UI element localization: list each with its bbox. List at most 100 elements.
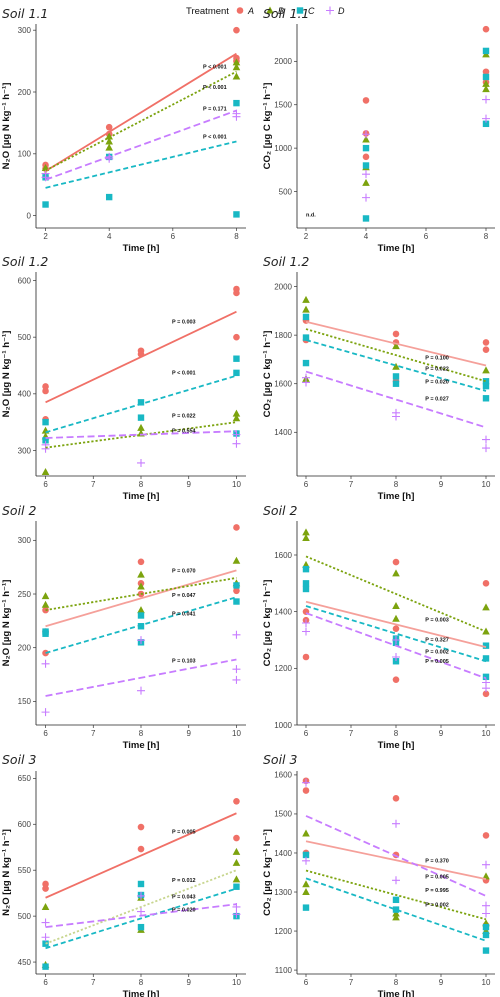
panel-1-point-a bbox=[233, 26, 240, 34]
panel-1-series-b bbox=[41, 58, 241, 178]
panel-5-series-d bbox=[41, 630, 241, 717]
panel-2-series-d bbox=[362, 95, 490, 202]
panel-4-point-d bbox=[392, 412, 400, 421]
panel-2-y-tick-label: 500 bbox=[279, 187, 293, 196]
panel-1-annotation: P < 0.001 bbox=[203, 134, 227, 140]
panel-6-x-tick-label: 6 bbox=[304, 729, 309, 738]
panel-4-point-c bbox=[302, 359, 310, 367]
panel-8-x-tick-label: 9 bbox=[439, 978, 444, 987]
panel-7-series-a bbox=[42, 798, 240, 892]
panel-2-point-b bbox=[482, 85, 490, 93]
panel-1-fit-line-c bbox=[45, 140, 237, 189]
panel-8-point-c bbox=[392, 896, 400, 904]
panel-6-title: Soil 2 bbox=[263, 503, 298, 518]
panel-8-point-c bbox=[482, 931, 490, 939]
panel-7-annotation: P = 0.012 bbox=[172, 878, 196, 884]
panel-8-y-tick-label: 1500 bbox=[274, 810, 292, 819]
panel-6-point-b bbox=[392, 602, 400, 609]
panel-4-x-tick-label: 9 bbox=[439, 480, 444, 489]
panel-3-annotation: P = 0.003 bbox=[172, 320, 196, 326]
panel-4-point-c bbox=[392, 373, 400, 380]
panel-4-point-a bbox=[482, 339, 490, 346]
panel-4-point-b bbox=[392, 342, 400, 350]
panel-8-x-tick-label: 6 bbox=[304, 978, 309, 987]
panel-3-point-b bbox=[232, 414, 241, 422]
panel-6-point-b bbox=[482, 603, 490, 611]
panel-3-point-c bbox=[42, 418, 49, 426]
panel-3-y-tick-label: 400 bbox=[18, 390, 32, 399]
panel-1-point-c bbox=[233, 211, 240, 218]
panel-3-x-tick-label: 6 bbox=[43, 480, 48, 489]
panel-1-y-tick-label: 100 bbox=[18, 150, 32, 159]
panel-3-point-c bbox=[233, 355, 240, 362]
panel-2-point-b bbox=[362, 178, 370, 186]
panel-4-x-tick-label: 7 bbox=[349, 480, 354, 489]
panel-2-x-tick-label: 8 bbox=[484, 232, 489, 241]
panel-3-point-a bbox=[42, 383, 49, 390]
panel-8-point-c bbox=[482, 923, 490, 931]
panel-2-x-tick-label: 6 bbox=[424, 232, 429, 241]
panel-4-series-c bbox=[302, 313, 490, 402]
panel-7-x-tick-label: 9 bbox=[187, 978, 192, 987]
panel-2-point-b bbox=[362, 135, 370, 143]
panel-3-fit-line-c bbox=[45, 374, 237, 434]
panel-7-point-a bbox=[137, 823, 145, 831]
legend-label-c: C bbox=[308, 6, 315, 16]
panel-8: Soil 3 6 7 8 9 10 1100 1200 1300 1400 1500 1600 Time… bbox=[262, 752, 495, 997]
panel-6-point-a bbox=[482, 690, 490, 698]
panel-2-y-label: CO₂ [µg C kg⁻¹ h⁻¹] bbox=[262, 83, 273, 170]
legend-entry-a: A bbox=[236, 6, 254, 16]
panel-3-point-c bbox=[137, 414, 145, 421]
panel-6-point-b bbox=[392, 569, 400, 577]
panel-7-point-b bbox=[41, 902, 50, 910]
panel-1: Soil 1.1 2 4 6 8 0 100 200 300 Time [h] N₂O [µg N … bbox=[1, 6, 246, 254]
panel-4-point-a bbox=[482, 346, 490, 354]
panel-7-x-tick-label: 10 bbox=[232, 978, 241, 987]
panel-2-x-label: Time [h] bbox=[378, 243, 415, 254]
panel-2-x-tick-label: 2 bbox=[304, 232, 309, 241]
panel-3-point-a bbox=[233, 333, 240, 341]
panel-5-annotation: P = 0.041 bbox=[172, 611, 196, 617]
panel-6-annotation: P = 0.002 bbox=[425, 649, 449, 655]
panel-7-y-tick-label: 550 bbox=[18, 866, 32, 875]
panel-1-point-c bbox=[233, 99, 240, 107]
panel-2-series-c bbox=[362, 47, 490, 222]
panel-6-y-tick-label: 1400 bbox=[274, 607, 292, 616]
panel-7-point-a bbox=[42, 880, 49, 888]
panel-8-point-b bbox=[392, 913, 400, 921]
panel-4-y-tick-label: 2000 bbox=[274, 282, 292, 291]
panel-4-y-label: CO₂ [µg C kg⁻¹ h⁻¹] bbox=[262, 331, 273, 418]
panel-3-x-tick-label: 8 bbox=[139, 480, 144, 489]
panel-2-point-d bbox=[362, 130, 370, 139]
panel-8-series-a bbox=[302, 777, 490, 929]
panel-3: Soil 1.2 6 7 8 9 10 300 400 500 600 Time [h] N₂O [µ… bbox=[1, 254, 246, 502]
panel-1-x-label: Time [h] bbox=[123, 243, 160, 254]
panel-5-fit-line-b bbox=[45, 577, 237, 612]
panel-2-point-c bbox=[362, 215, 370, 222]
panel-3-y-tick-label: 300 bbox=[18, 446, 32, 455]
panel-6-x-tick-label: 8 bbox=[394, 729, 399, 738]
panel-4-annotation: P = 0.022 bbox=[425, 366, 449, 372]
panel-6-y-tick-label: 1600 bbox=[274, 551, 292, 560]
panel-3-point-d bbox=[232, 439, 241, 448]
panel-4-fit-line-b bbox=[305, 328, 487, 383]
panel-5-point-a bbox=[137, 558, 145, 566]
panel-7-point-c bbox=[137, 880, 145, 888]
panel-3-series-d bbox=[41, 430, 241, 467]
panel-2-point-a bbox=[482, 25, 490, 33]
panel-2-point-c bbox=[482, 47, 490, 55]
panel-5-point-d bbox=[232, 675, 241, 684]
panel-1-point-b bbox=[105, 137, 113, 145]
panel-3-y-tick-label: 600 bbox=[18, 276, 32, 285]
panel-8-point-c bbox=[392, 906, 400, 913]
panel-6-point-c bbox=[482, 642, 490, 649]
panel-2-series-b bbox=[362, 50, 490, 186]
panel-8-y-tick-label: 1600 bbox=[274, 771, 292, 780]
panel-1-point-b bbox=[105, 132, 113, 140]
panel-7-point-b bbox=[232, 875, 241, 883]
panel-1-x-tick-label: 6 bbox=[171, 232, 176, 241]
panel-5-y-tick-label: 300 bbox=[18, 536, 32, 545]
panel-6-y-tick-label: 1200 bbox=[274, 664, 292, 673]
panel-4-series-b bbox=[302, 295, 490, 382]
